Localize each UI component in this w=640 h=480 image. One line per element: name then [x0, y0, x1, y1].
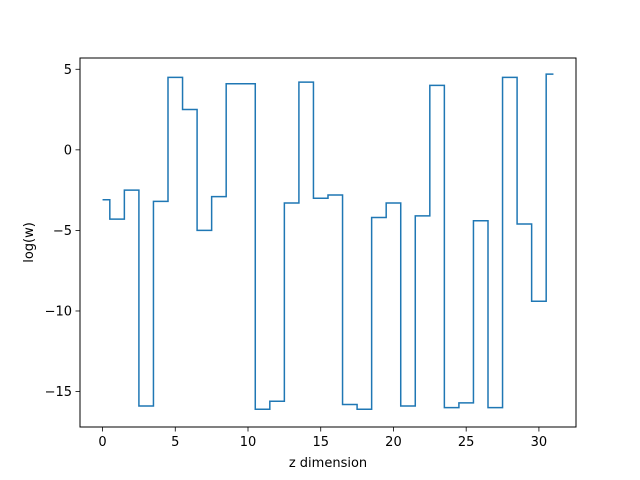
y-axis-label: log(w) [22, 222, 37, 263]
y-tick-label: 5 [64, 63, 72, 78]
y-axis-ticks: −15 −10 −5 0 5 [45, 63, 80, 400]
x-tick-label: 10 [240, 435, 257, 450]
x-tick-label: 20 [385, 435, 402, 450]
y-tick-label: −15 [45, 385, 72, 400]
axes-frame [79, 57, 577, 428]
series-layer [102, 73, 554, 411]
x-tick-label: 5 [171, 435, 179, 450]
y-tick-label: −5 [53, 224, 72, 239]
x-axis-ticks: 0 5 10 15 20 25 30 [98, 427, 547, 450]
plot-area [80, 58, 576, 427]
y-tick-label: 0 [64, 143, 72, 158]
x-tick-label: 25 [458, 435, 475, 450]
x-tick-label: 0 [98, 435, 106, 450]
series-line-0 [102, 73, 554, 411]
x-axis-label: z dimension [289, 456, 367, 471]
x-tick-label: 15 [312, 435, 329, 450]
x-tick-label: 30 [531, 435, 548, 450]
y-tick-label: −10 [45, 304, 72, 319]
